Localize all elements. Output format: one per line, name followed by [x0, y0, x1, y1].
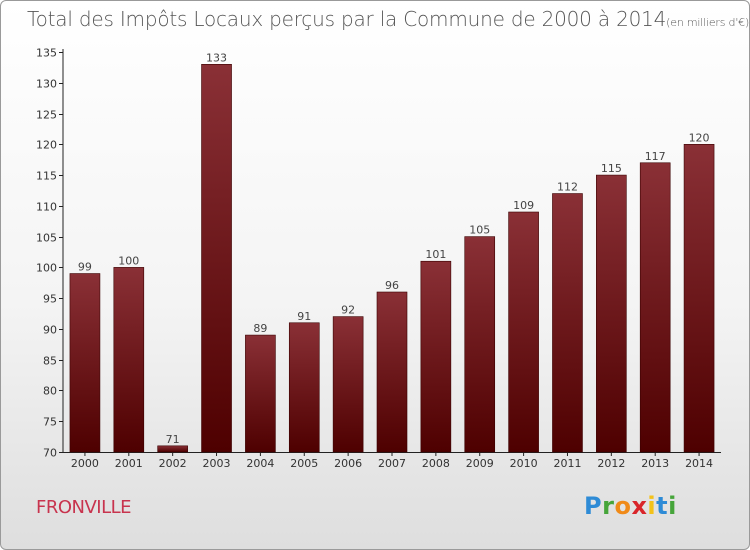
y-tick-label: 80 [43, 385, 57, 398]
bar [596, 174, 627, 453]
logo-letter: x [631, 492, 648, 520]
data-label: 133 [206, 51, 227, 64]
bar [69, 273, 101, 453]
x-tick-label: 2005 [290, 457, 318, 470]
bar [113, 267, 145, 453]
bar [552, 193, 583, 453]
bar [464, 236, 496, 453]
bar [683, 144, 715, 453]
data-label: 100 [118, 254, 139, 267]
y-tick-label: 100 [36, 262, 57, 275]
data-label: 91 [297, 310, 311, 323]
x-tick-label: 2009 [466, 457, 494, 470]
bar [157, 445, 188, 453]
bar [508, 211, 539, 453]
y-tick-label: 95 [43, 293, 57, 306]
y-tick-label: 110 [36, 201, 57, 214]
x-tick-label: 2014 [685, 457, 713, 470]
x-tick-label: 2002 [159, 457, 187, 470]
y-tick-label: 75 [43, 416, 57, 429]
data-label: 89 [253, 322, 267, 335]
y-tick-label: 105 [36, 232, 57, 245]
x-tick-label: 2006 [334, 457, 362, 470]
data-label: 96 [385, 279, 399, 292]
commune-name: FRONVILLE [36, 497, 132, 518]
x-tick-label: 2000 [71, 457, 99, 470]
data-label: 92 [341, 304, 355, 317]
data-labels: 99 100 71 133 89 91 92 96 101 105 109 112 115 117 120 [78, 51, 710, 446]
bar [420, 260, 452, 453]
bar [245, 334, 276, 453]
data-label: 120 [689, 131, 710, 144]
x-tick-label: 2007 [378, 457, 406, 470]
data-label: 105 [469, 224, 490, 237]
y-tick-label: 90 [43, 324, 57, 337]
logo-letter: P [584, 492, 603, 520]
bar [376, 291, 408, 453]
bar [201, 64, 232, 453]
logo-letter: r [602, 492, 615, 520]
chart-title: Total des Impôts Locaux perçus par la Co… [27, 7, 749, 31]
data-label: 117 [645, 150, 666, 163]
y-tick-label: 135 [36, 47, 57, 60]
chart-title-unit: (en milliers d'€) [666, 16, 750, 29]
x-tick-label: 2008 [422, 457, 450, 470]
data-label: 115 [601, 162, 622, 175]
x-tick-label: 2004 [246, 457, 274, 470]
bars [69, 64, 715, 453]
x-tick-label: 2011 [553, 457, 581, 470]
bar [332, 316, 364, 453]
logo-letter: i [647, 492, 657, 520]
data-label: 109 [513, 199, 534, 212]
axes: 70 75 80 85 90 95 100 105 110 115 120 125 130 135 2000… [36, 47, 721, 470]
logo-letter: i [668, 492, 677, 520]
x-tick-label: 2012 [597, 457, 625, 470]
x-tick-label: 2003 [203, 457, 231, 470]
x-tick-label: 2010 [510, 457, 538, 470]
y-tick-label: 125 [36, 109, 57, 122]
chart-title-main: Total des Impôts Locaux perçus par la Co… [27, 7, 667, 31]
data-label: 71 [166, 433, 180, 446]
logo-letter: t [656, 492, 669, 520]
proxiti-logo: Proxiti [584, 492, 677, 520]
y-tick-label: 85 [43, 355, 57, 368]
x-tick-label: 2001 [115, 457, 143, 470]
y-tick-label: 130 [36, 78, 57, 91]
y-tick-label: 70 [43, 447, 57, 460]
data-label: 99 [78, 261, 92, 274]
y-tick-label: 115 [36, 170, 57, 183]
data-label: 112 [557, 181, 578, 194]
logo-letter: o [614, 492, 632, 520]
y-tick-label: 120 [36, 139, 57, 152]
bar [639, 162, 671, 453]
data-label: 101 [425, 248, 446, 261]
bar [288, 322, 320, 453]
x-tick-label: 2013 [641, 457, 669, 470]
